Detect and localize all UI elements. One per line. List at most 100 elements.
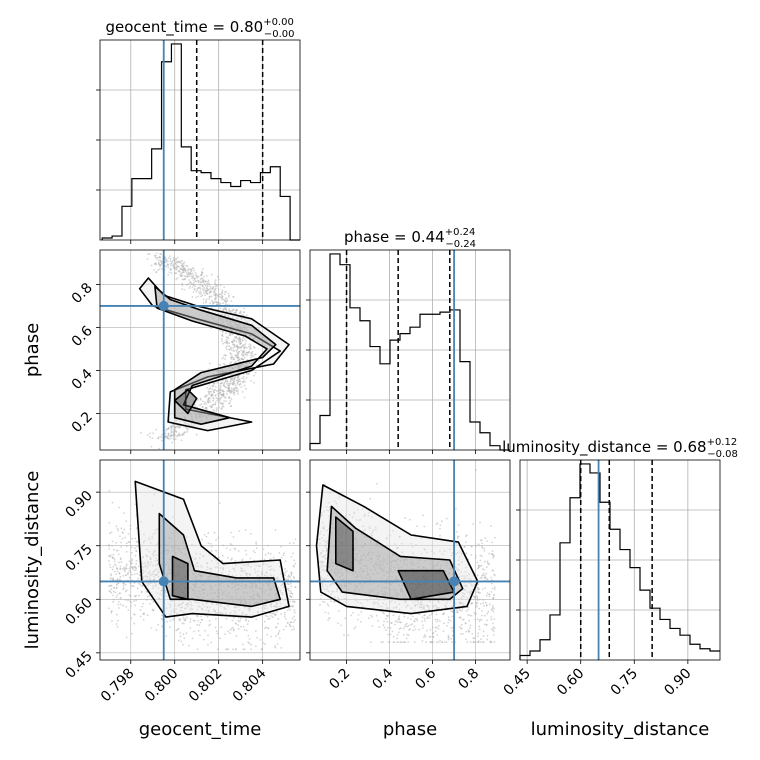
sample-point bbox=[320, 582, 323, 584]
sample-point bbox=[347, 551, 350, 554]
sample-point bbox=[157, 587, 160, 590]
sample-point bbox=[208, 578, 211, 581]
sample-point bbox=[372, 529, 375, 532]
sample-point bbox=[156, 592, 159, 595]
sample-point bbox=[393, 641, 396, 644]
sample-point bbox=[146, 258, 149, 260]
sample-point bbox=[458, 573, 461, 575]
sample-point bbox=[181, 288, 184, 290]
sample-point bbox=[205, 535, 208, 538]
sample-point bbox=[213, 391, 216, 394]
sample-point bbox=[319, 542, 321, 545]
sample-point bbox=[183, 261, 186, 264]
sample-point bbox=[215, 603, 218, 605]
sample-point bbox=[415, 543, 417, 546]
sample-point bbox=[254, 571, 257, 574]
sample-point bbox=[245, 629, 248, 632]
sample-point bbox=[431, 550, 433, 553]
sample-point bbox=[175, 272, 178, 275]
sample-point bbox=[142, 571, 145, 574]
sample-point bbox=[165, 635, 168, 638]
sample-point bbox=[322, 527, 325, 530]
sample-point bbox=[195, 433, 198, 436]
sample-point bbox=[455, 542, 458, 545]
sample-point bbox=[485, 605, 488, 607]
sample-point bbox=[399, 641, 402, 644]
sample-point bbox=[221, 334, 223, 337]
sample-point bbox=[325, 544, 328, 546]
sample-point bbox=[152, 587, 154, 589]
sample-point bbox=[251, 595, 254, 598]
sample-point bbox=[281, 583, 284, 586]
sample-point bbox=[117, 553, 120, 556]
sample-point bbox=[368, 588, 371, 591]
sample-point bbox=[213, 389, 216, 392]
sample-point bbox=[245, 563, 248, 566]
sample-point bbox=[382, 569, 385, 572]
sample-point bbox=[322, 491, 325, 494]
sample-point bbox=[237, 606, 240, 608]
sample-point bbox=[384, 594, 387, 596]
sample-point bbox=[326, 509, 329, 512]
sample-point bbox=[146, 595, 149, 598]
sample-point bbox=[108, 585, 110, 587]
sample-point bbox=[255, 564, 257, 567]
sample-point bbox=[179, 566, 182, 569]
sample-point bbox=[246, 572, 249, 575]
sample-point bbox=[255, 600, 258, 603]
sample-point bbox=[382, 641, 384, 644]
sample-point bbox=[147, 584, 149, 587]
sample-point bbox=[252, 337, 255, 340]
sample-point bbox=[112, 578, 114, 581]
sample-point bbox=[458, 569, 460, 572]
sample-point bbox=[217, 322, 220, 324]
sample-point bbox=[237, 389, 239, 392]
sample-point bbox=[252, 593, 255, 596]
sample-point bbox=[222, 342, 225, 345]
sample-point bbox=[439, 534, 441, 537]
sample-point bbox=[182, 617, 185, 619]
sample-point bbox=[199, 586, 201, 589]
sample-point bbox=[285, 618, 287, 621]
sample-point bbox=[238, 323, 241, 326]
sample-point bbox=[380, 567, 383, 570]
sample-point bbox=[234, 648, 237, 651]
sample-point bbox=[219, 371, 222, 374]
sample-point bbox=[434, 564, 437, 567]
sample-point bbox=[372, 601, 375, 603]
sample-point bbox=[361, 588, 364, 590]
sample-point bbox=[156, 559, 159, 562]
sample-point bbox=[178, 426, 181, 429]
sample-point bbox=[292, 621, 295, 624]
sample-point bbox=[219, 567, 222, 569]
sample-point bbox=[160, 617, 163, 620]
sample-point bbox=[438, 583, 441, 586]
sample-point bbox=[110, 611, 113, 614]
sample-point bbox=[378, 626, 381, 628]
sample-point bbox=[255, 618, 258, 621]
sample-point bbox=[120, 546, 123, 548]
sample-point bbox=[236, 338, 239, 341]
sample-point bbox=[352, 611, 354, 614]
sample-point bbox=[346, 528, 349, 531]
sample-point bbox=[198, 420, 201, 423]
sample-point bbox=[199, 290, 202, 292]
sample-point bbox=[146, 567, 149, 569]
sample-point bbox=[290, 621, 293, 624]
sample-point bbox=[206, 566, 209, 569]
sample-point bbox=[393, 623, 396, 626]
sample-point bbox=[219, 364, 221, 366]
sample-point bbox=[211, 597, 214, 600]
sample-point bbox=[328, 515, 330, 517]
sample-point bbox=[208, 553, 210, 555]
sample-point bbox=[348, 571, 350, 573]
sample-point bbox=[117, 582, 120, 585]
sample-point bbox=[244, 529, 247, 531]
sample-point bbox=[224, 380, 227, 383]
sample-point bbox=[396, 637, 398, 640]
sample-point bbox=[398, 536, 401, 538]
sample-point bbox=[410, 542, 413, 545]
sample-point bbox=[475, 595, 478, 597]
sample-point bbox=[275, 577, 278, 580]
sample-point bbox=[125, 636, 128, 639]
